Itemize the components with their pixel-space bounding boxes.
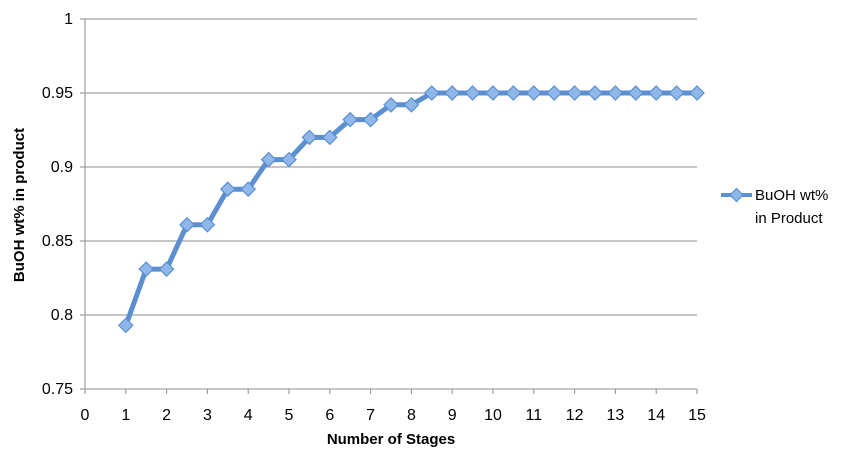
data-point-marker (423, 85, 440, 101)
data-point-marker (627, 85, 644, 101)
x-tick-labels: 0 1 2 3 4 5 6 7 8 9 10 11 12 13 14 15 (81, 407, 706, 424)
legend: BuOH wt% in Product (721, 187, 828, 227)
x-tick-label: 7 (366, 407, 375, 424)
data-point-marker (240, 181, 257, 198)
data-point-marker (689, 85, 705, 101)
y-tick-label: 0.75 (42, 381, 73, 398)
data-point-marker (260, 151, 277, 168)
x-tick-label: 4 (244, 407, 253, 424)
y-axis-title: BuOH wt% in product (11, 128, 28, 282)
y-tick-label: 1 (64, 11, 73, 28)
data-point-marker (546, 85, 563, 101)
x-tick-label: 10 (484, 407, 502, 424)
data-point-marker (403, 96, 420, 113)
x-tick-label: 15 (688, 407, 706, 424)
data-point-marker (219, 181, 236, 198)
x-tick-label: 12 (566, 407, 584, 424)
data-point-marker (117, 317, 134, 334)
data-point-marker (525, 85, 542, 101)
x-tick-label: 9 (448, 407, 457, 424)
x-tick-label: 8 (407, 407, 416, 424)
data-point-marker (587, 85, 603, 101)
data-point-marker (199, 216, 216, 233)
data-point-marker (281, 151, 297, 168)
data-point-marker (607, 85, 624, 101)
data-point-marker (485, 85, 501, 101)
x-tick-label: 2 (162, 407, 171, 424)
data-point-marker (301, 129, 318, 146)
data-point-marker (464, 85, 481, 101)
x-tick-label: 5 (285, 407, 294, 424)
data-point-marker (668, 85, 685, 101)
data-point-marker (383, 96, 399, 113)
data-point-marker (342, 111, 359, 128)
x-axis-title: Number of Stages (327, 431, 455, 448)
data-point-marker (444, 85, 461, 101)
legend-marker (729, 187, 744, 203)
x-tick-label: 13 (607, 407, 625, 424)
axes (80, 18, 698, 394)
x-tick-label: 3 (203, 407, 212, 424)
data-point-marker (505, 85, 522, 101)
y-tick-label: 0.95 (42, 85, 73, 102)
y-tick-label: 0.9 (51, 159, 73, 176)
data-point-marker (566, 85, 583, 101)
y-tick-label: 0.8 (51, 307, 73, 324)
x-tick-label: 1 (121, 407, 130, 424)
data-point-marker (179, 216, 195, 233)
data-point-marker (362, 111, 379, 128)
data-point-marker (648, 85, 665, 101)
series-group (117, 85, 705, 334)
legend-label-line-1: BuOH wt% (755, 187, 828, 204)
x-tick-label: 6 (325, 407, 334, 424)
y-tick-label: 0.85 (42, 233, 73, 250)
x-tick-label: 14 (647, 407, 665, 424)
legend-label-line-2: in Product (755, 210, 823, 227)
gridlines (85, 18, 697, 316)
data-point-marker (158, 261, 175, 277)
y-tick-labels: 0.75 0.8 0.85 0.9 0.95 1 (42, 11, 73, 398)
data-point-marker (321, 129, 338, 146)
x-tick-label: 0 (81, 407, 90, 424)
data-point-marker (138, 261, 155, 277)
x-tick-label: 11 (525, 407, 542, 424)
series-line (123, 90, 700, 328)
